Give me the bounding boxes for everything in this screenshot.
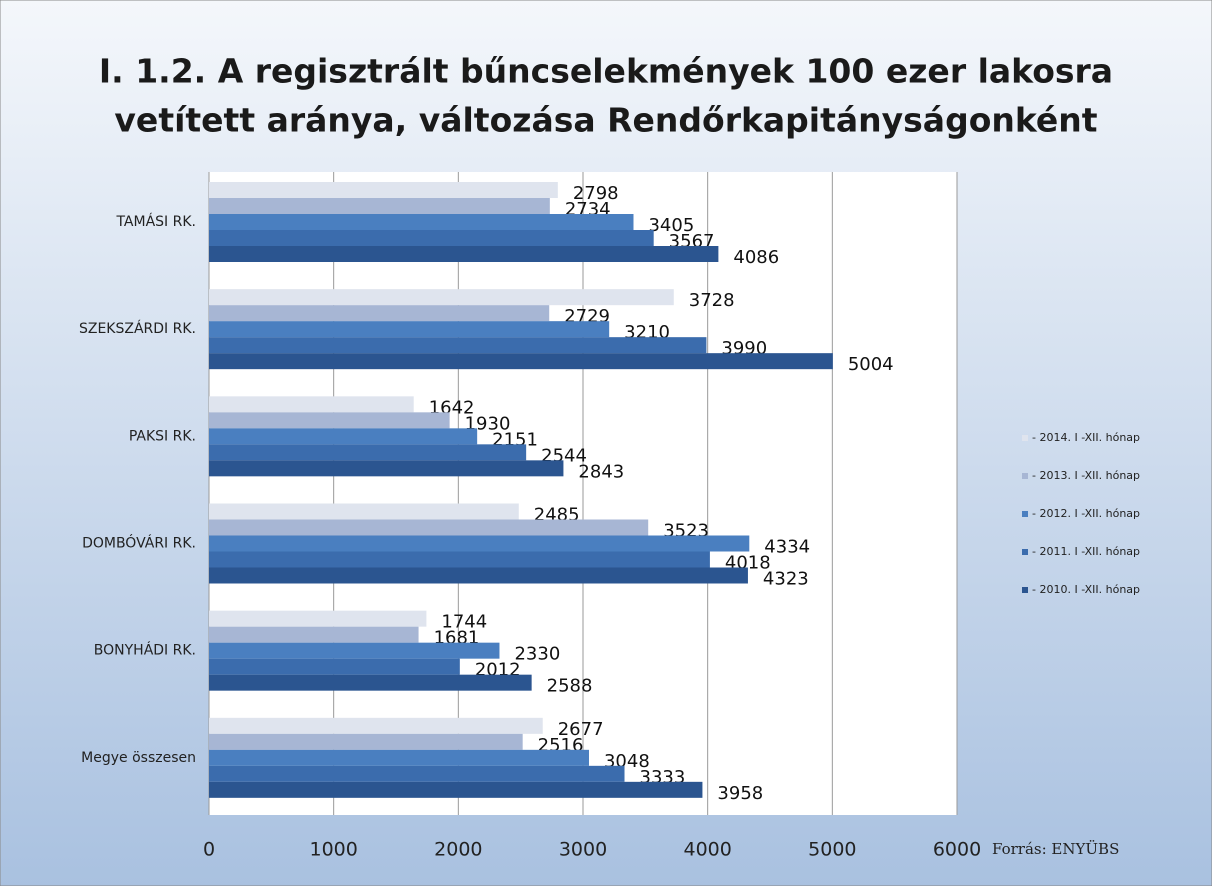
- bar: [209, 781, 703, 798]
- legend-swatch: [1022, 435, 1028, 441]
- bar: [209, 658, 460, 675]
- x-tick-label: 5000: [808, 839, 856, 861]
- x-tick-label: 2000: [434, 839, 482, 861]
- bar: [209, 642, 500, 659]
- value-label: 4323: [763, 569, 809, 590]
- bar: [209, 535, 750, 552]
- bar: [209, 396, 414, 413]
- bar: [209, 567, 748, 584]
- legend-label: - 2010. I -XII. hónap: [1032, 583, 1140, 596]
- value-label: 4086: [733, 247, 779, 268]
- legend-swatch: [1022, 473, 1028, 479]
- value-label: 3728: [689, 290, 735, 311]
- x-tick-label: 3000: [559, 839, 607, 861]
- value-label: 3405: [648, 215, 694, 236]
- legend-swatch: [1022, 511, 1028, 517]
- bar: [209, 246, 719, 262]
- x-tick-label: 1000: [309, 839, 357, 861]
- value-label: 5004: [848, 354, 894, 375]
- bar: [209, 230, 654, 246]
- y-tick-label: Megye összesen: [81, 750, 196, 766]
- source: Forrás: ENYÜBS: [992, 840, 1119, 858]
- value-label: 2677: [558, 719, 604, 740]
- y-tick-label: TAMÁSI RK.: [115, 213, 196, 230]
- value-label: 2588: [547, 676, 593, 697]
- bar: [209, 519, 649, 536]
- bar: [209, 674, 532, 691]
- x-tick-label: 6000: [933, 839, 981, 861]
- y-tick-label: SZEKSZÁRDI RK.: [79, 320, 196, 337]
- bar: [209, 444, 527, 461]
- y-tick-label: DOMBÓVÁRI RK.: [82, 534, 196, 552]
- bar: [209, 749, 589, 766]
- bar: [209, 214, 634, 230]
- bar: [209, 353, 833, 370]
- chart-title: I. 1.2. A regisztrált bűncselekmények 10…: [99, 52, 1113, 91]
- value-label: 2843: [578, 461, 624, 482]
- bar: [209, 305, 550, 322]
- bar: [209, 428, 478, 445]
- bar: [209, 717, 543, 734]
- value-label: 1744: [441, 612, 487, 633]
- legend-swatch: [1022, 549, 1028, 555]
- bar: [209, 198, 550, 214]
- legend-label: - 2014. I -XII. hónap: [1032, 431, 1140, 444]
- legend-swatch: [1022, 587, 1028, 593]
- value-label: 2330: [514, 644, 560, 665]
- value-label: 3958: [717, 783, 763, 804]
- bar: [209, 626, 419, 643]
- x-tick-label: 4000: [683, 839, 731, 861]
- bar: [209, 503, 519, 520]
- bar: [209, 733, 523, 750]
- chart-title: vetített aránya, változása Rendőrkapitán…: [114, 101, 1097, 140]
- legend-label: - 2012. I -XII. hónap: [1032, 507, 1140, 520]
- bar: [209, 765, 625, 782]
- bar: [209, 460, 564, 477]
- bar: [209, 337, 707, 354]
- bar: [209, 289, 674, 306]
- value-label: 2798: [573, 183, 619, 204]
- bar: [209, 412, 450, 429]
- value-label: 4334: [764, 537, 810, 558]
- legend-label: - 2011. I -XII. hónap: [1032, 545, 1140, 558]
- bar: [209, 551, 710, 568]
- bar: [209, 321, 610, 338]
- legend-label: - 2013. I -XII. hónap: [1032, 469, 1140, 482]
- y-tick-label: PAKSI RK.: [129, 428, 196, 444]
- x-tick-label: 0: [203, 839, 215, 861]
- y-tick-label: BONYHÁDI RK.: [94, 642, 196, 659]
- bar: [209, 610, 427, 627]
- bar: [209, 182, 558, 198]
